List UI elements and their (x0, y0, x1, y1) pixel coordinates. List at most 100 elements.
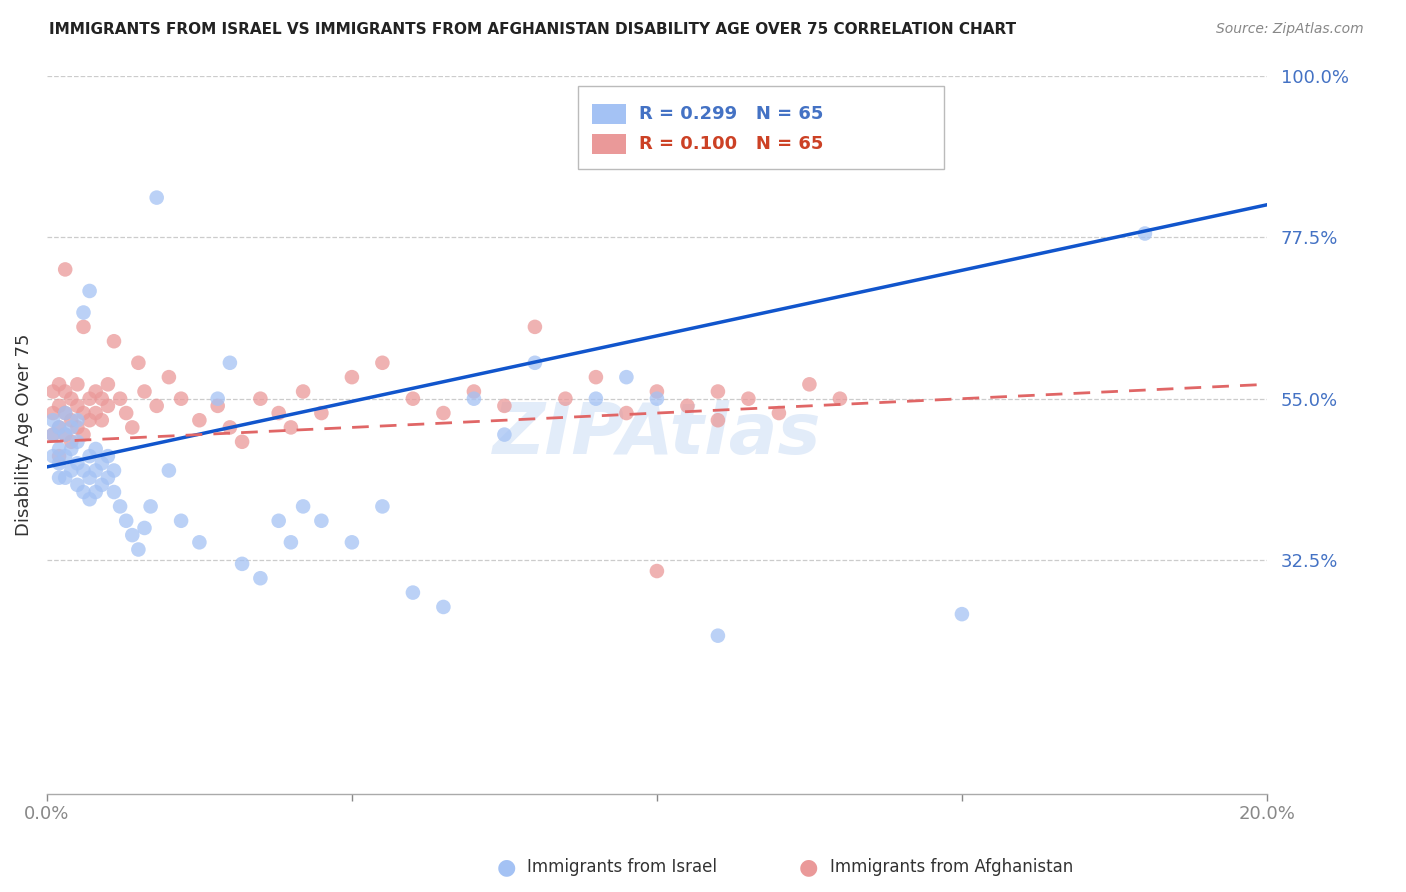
Point (53, 471, 76, 485)
Point (97, 471, 120, 485)
Point (103, 485, 125, 500)
Point (72, 485, 94, 500)
Point (60, 442, 83, 456)
Point (157, 370, 180, 384)
Point (53, 406, 76, 420)
Point (53, 427, 76, 442)
Point (188, 535, 211, 549)
Point (432, 599, 454, 614)
Point (402, 392, 425, 406)
FancyBboxPatch shape (592, 103, 627, 124)
Point (737, 392, 759, 406)
Point (108, 392, 131, 406)
Point (170, 514, 193, 528)
Point (170, 392, 193, 406)
Point (60, 434, 83, 449)
Point (72, 406, 94, 420)
Text: Immigrants from Israel: Immigrants from Israel (527, 858, 717, 876)
Point (84, 442, 107, 456)
Point (523, 356, 546, 370)
Point (66, 456, 89, 470)
Point (72, 427, 94, 442)
Point (134, 384, 156, 399)
Point (121, 528, 143, 542)
Point (103, 463, 125, 477)
Point (90, 392, 112, 406)
Text: IMMIGRANTS FROM ISRAEL VS IMMIGRANTS FROM AFGHANISTAN DISABILITY AGE OVER 75 COR: IMMIGRANTS FROM ISRAEL VS IMMIGRANTS FRO… (49, 22, 1017, 37)
Point (60, 463, 83, 477)
Point (292, 384, 315, 399)
Point (494, 399, 516, 413)
Text: Source: ZipAtlas.com: Source: ZipAtlas.com (1216, 22, 1364, 37)
Point (48, 420, 70, 434)
Point (42, 406, 65, 420)
Point (157, 463, 180, 477)
Point (66, 478, 89, 492)
Point (79, 492, 101, 507)
Point (311, 514, 333, 528)
Point (340, 370, 363, 384)
FancyBboxPatch shape (592, 134, 627, 153)
Point (72, 319, 94, 334)
Point (1133, 227, 1156, 241)
Point (371, 500, 394, 514)
Point (645, 392, 668, 406)
Point (48, 377, 70, 392)
Point (134, 521, 156, 535)
Point (60, 392, 83, 406)
Point (645, 564, 668, 578)
Point (90, 456, 112, 470)
Point (616, 406, 638, 420)
Point (950, 607, 973, 621)
Point (84, 406, 107, 420)
Point (103, 334, 125, 349)
Point (311, 406, 333, 420)
Point (115, 406, 138, 420)
Point (48, 456, 70, 470)
Point (463, 384, 485, 399)
Point (463, 392, 485, 406)
Point (84, 384, 107, 399)
Point (53, 449, 76, 463)
Point (432, 406, 454, 420)
Text: R = 0.100   N = 65: R = 0.100 N = 65 (638, 135, 823, 153)
Point (90, 478, 112, 492)
Point (42, 427, 65, 442)
Point (127, 356, 149, 370)
Point (48, 471, 70, 485)
Point (292, 500, 315, 514)
Point (554, 392, 576, 406)
Text: ZIPAtlas: ZIPAtlas (492, 401, 821, 469)
Point (219, 356, 242, 370)
Point (267, 514, 290, 528)
Point (66, 420, 89, 434)
Point (48, 449, 70, 463)
Point (249, 571, 271, 585)
Point (90, 413, 112, 427)
Point (53, 406, 76, 420)
Point (84, 463, 107, 477)
Point (145, 399, 167, 413)
Point (42, 427, 65, 442)
Point (139, 500, 162, 514)
Point (127, 542, 149, 557)
Point (249, 392, 271, 406)
Point (280, 420, 302, 434)
Point (267, 406, 290, 420)
Point (79, 449, 101, 463)
Point (108, 500, 131, 514)
Point (79, 284, 101, 298)
Point (371, 356, 394, 370)
Text: Immigrants from Afghanistan: Immigrants from Afghanistan (830, 858, 1073, 876)
Point (585, 370, 607, 384)
Point (707, 384, 730, 399)
Point (585, 392, 607, 406)
Point (72, 305, 94, 319)
Point (115, 514, 138, 528)
Point (72, 463, 94, 477)
Point (207, 392, 229, 406)
Text: R = 0.299   N = 65: R = 0.299 N = 65 (638, 104, 823, 122)
Point (60, 420, 83, 434)
Point (66, 434, 89, 449)
Point (707, 413, 730, 427)
